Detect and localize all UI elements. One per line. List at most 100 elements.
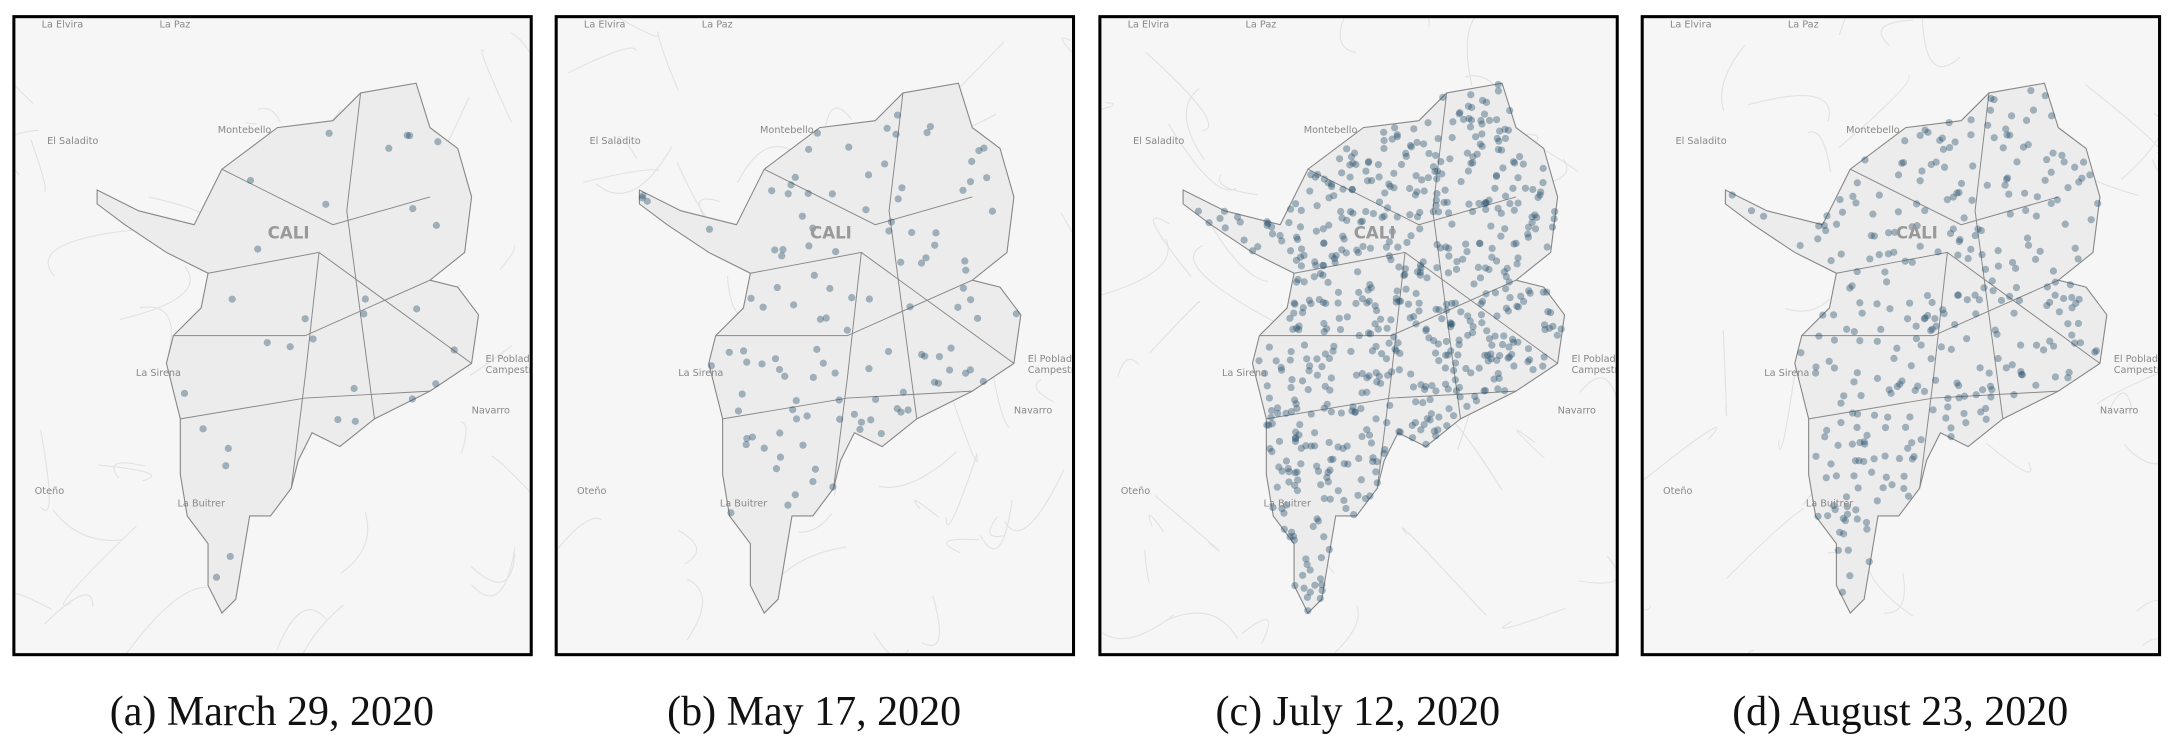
case-dot — [1325, 438, 1333, 447]
case-dot — [1429, 208, 1437, 216]
case-dot — [1432, 305, 1440, 313]
case-dot — [1927, 326, 1935, 335]
case-dot — [1815, 222, 1823, 230]
case-dot — [1469, 159, 1477, 167]
case-dot — [1303, 355, 1311, 363]
case-dot — [1452, 387, 1461, 395]
case-dot — [409, 204, 417, 213]
case-dot — [1812, 452, 1820, 460]
case-dot — [2066, 281, 2074, 289]
case-dot — [212, 573, 221, 581]
case-dot — [1797, 349, 1805, 357]
case-dot — [1456, 109, 1464, 117]
case-dot — [1319, 271, 1327, 279]
case-dot — [2043, 156, 2051, 164]
case-dot — [1307, 300, 1315, 308]
case-dot — [2001, 181, 2009, 189]
case-dot — [1325, 354, 1334, 363]
case-dot — [1942, 414, 1950, 422]
terrain-line — [798, 513, 833, 533]
case-dot — [1977, 226, 1985, 235]
case-dot — [2060, 158, 2068, 166]
case-dot — [743, 434, 751, 443]
case-dot — [1937, 343, 1945, 351]
terrain-line — [914, 500, 940, 519]
case-dot — [1406, 314, 1414, 322]
case-dot — [1990, 134, 1998, 142]
case-dot — [1283, 501, 1291, 509]
case-dot — [1286, 247, 1295, 255]
terrain-line — [469, 345, 513, 376]
case-dot — [1350, 149, 1359, 157]
case-dot — [906, 303, 914, 311]
case-dot — [1465, 200, 1473, 208]
case-dot — [1325, 194, 1333, 202]
case-dot — [1962, 419, 1970, 427]
case-dot — [1908, 455, 1917, 463]
case-dot — [1493, 134, 1501, 143]
case-dot — [1557, 325, 1565, 333]
case-dot — [1861, 156, 1869, 164]
case-dot — [1474, 263, 1483, 272]
case-dot — [1832, 472, 1840, 480]
case-dot — [1913, 222, 1921, 230]
case-dot — [1467, 159, 1475, 167]
case-dot — [1901, 137, 1909, 145]
case-dot — [1831, 505, 1839, 514]
case-dot — [1353, 246, 1361, 254]
case-dot — [1274, 409, 1282, 418]
case-dot — [1510, 206, 1518, 214]
case-dot — [1977, 408, 1985, 416]
case-dot — [1386, 401, 1394, 410]
case-dot — [1513, 302, 1521, 310]
case-dot — [1300, 278, 1308, 286]
case-dot — [1380, 144, 1388, 153]
case-dot — [1355, 288, 1363, 296]
case-dot — [1982, 415, 1990, 423]
case-dot — [1857, 391, 1865, 400]
case-dot — [1464, 331, 1472, 339]
case-dot — [1823, 212, 1831, 220]
case-dot — [1433, 190, 1441, 198]
case-dot — [1953, 189, 1961, 197]
case-dot — [772, 465, 781, 473]
case-dot — [1390, 333, 1398, 341]
case-dot — [1506, 106, 1514, 115]
case-dot — [1478, 297, 1487, 306]
case-dot — [1457, 177, 1465, 186]
case-dot — [1354, 248, 1362, 257]
case-dot — [1369, 209, 1378, 218]
case-dot — [2051, 278, 2060, 286]
terrain-line — [139, 306, 172, 354]
case-dot — [1903, 315, 1912, 323]
case-dot — [2047, 168, 2055, 176]
case-dot — [2061, 220, 2069, 228]
case-dot — [2059, 294, 2068, 303]
case-dot — [1292, 400, 1300, 408]
case-dot — [1264, 219, 1272, 227]
case-dot — [1263, 221, 1271, 229]
terrain-line — [2142, 638, 2160, 646]
terrain-line — [13, 129, 39, 176]
case-dot — [784, 190, 792, 198]
case-dot — [2033, 193, 2041, 201]
place-label: La Paz — [1246, 20, 1277, 31]
place-label: Oteño — [1663, 486, 1693, 497]
case-dot — [813, 129, 821, 137]
case-dot — [1346, 173, 1354, 181]
case-dot — [1949, 225, 1957, 233]
case-dot — [835, 396, 843, 404]
case-dot — [1442, 306, 1451, 314]
case-dot — [2017, 370, 2026, 379]
case-dot — [1487, 355, 1495, 363]
case-dot — [1420, 140, 1428, 148]
case-dot — [2064, 374, 2072, 382]
case-dot — [778, 252, 786, 260]
case-dot — [1463, 247, 1471, 256]
case-dot — [776, 429, 784, 437]
case-dot — [1305, 296, 1313, 304]
case-dot — [1316, 594, 1324, 603]
terrain-line — [481, 49, 512, 123]
case-dot — [1324, 468, 1332, 477]
case-dot — [1875, 191, 1883, 199]
